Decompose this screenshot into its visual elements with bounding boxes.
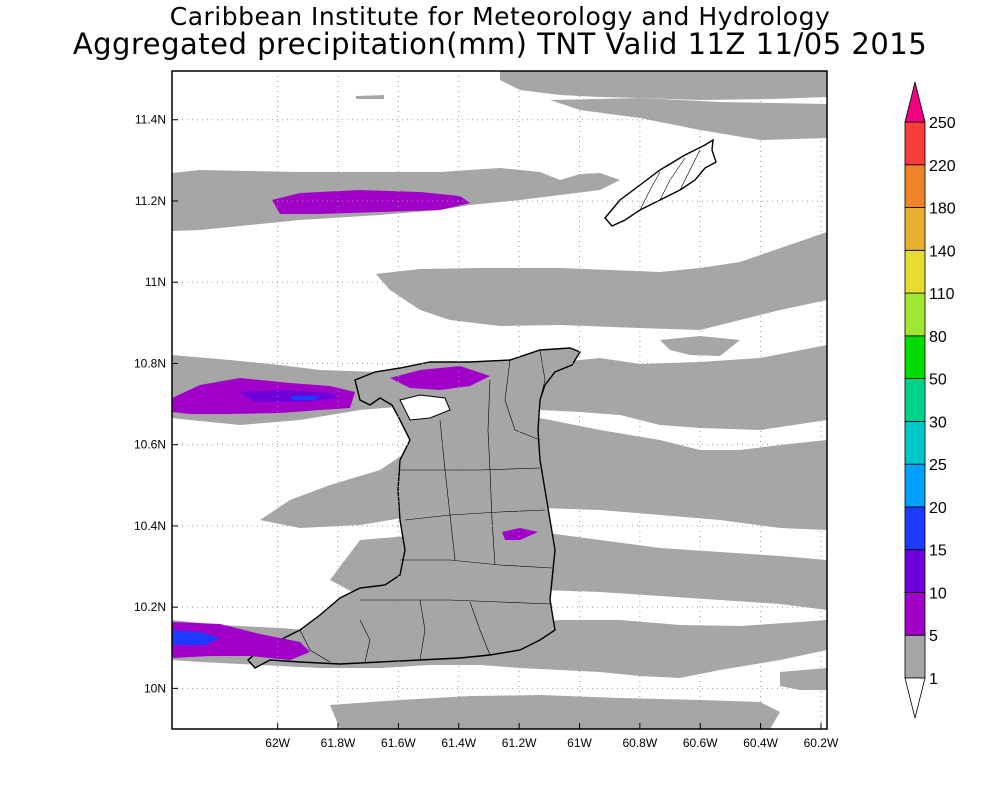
colorbar-label: 220 (929, 158, 956, 175)
colorbar-box (904, 207, 926, 251)
x-tick-label: 61.2W (502, 736, 537, 750)
colorbar-box (904, 292, 926, 337)
precip-band-top-east (500, 71, 827, 100)
precip-band-top-right (550, 98, 827, 140)
y-tick-label: 11.2N (135, 194, 166, 208)
colorbar-label: 20 (929, 500, 947, 517)
colorbar-box (904, 335, 926, 380)
colorbar-label: 25 (929, 457, 947, 474)
y-tick-label: 10N (144, 681, 166, 695)
y-tick-label: 10.2N (134, 600, 166, 614)
colorbar-label: 10 (929, 585, 947, 602)
chart-title-line-1: Caribbean Institute for Meteorology and … (169, 2, 831, 31)
colorbar-label: 5 (929, 628, 938, 645)
colorbar-box (904, 592, 926, 636)
colorbar-label: 15 (929, 543, 947, 560)
colorbar-box (904, 121, 926, 166)
precip-band-far-south-east (780, 668, 827, 690)
colorbar-label: 30 (929, 414, 947, 431)
colorbar-label: 110 (929, 286, 955, 303)
x-tick-label: 61.6W (381, 736, 416, 750)
colorbar-box (904, 506, 926, 551)
colorbar-box (904, 249, 926, 294)
precip-band-bottom (330, 695, 780, 729)
y-axis-ticks: 10N 10.2N 10.4N 10.6N 10.8N 11N 11.2N 11.4N (134, 113, 178, 695)
precip-purple-north-coast (390, 366, 490, 390)
x-tick-label: 60.2W (804, 736, 839, 750)
colorbar-label: 140 (929, 243, 956, 260)
x-tick-label: 61.8W (321, 736, 356, 750)
y-tick-label: 11N (145, 275, 166, 289)
y-tick-label: 10.8N (134, 356, 166, 370)
x-axis-ticks: 62W 61.8W 61.6W 61.4W 61.2W 61W 60.8W 60.6W 60.4… (265, 723, 839, 750)
colorbar-top-arrow (904, 81, 926, 123)
x-tick-label: 60.4W (743, 736, 778, 750)
precip-blue-southwest (172, 630, 220, 645)
colorbar-box (904, 420, 926, 465)
x-tick-label: 60.6W (683, 736, 718, 750)
precip-band-strong (172, 396, 320, 645)
chart-title-line-2: Aggregated precipitation(mm) TNT Valid 1… (72, 27, 928, 61)
x-tick-label: 61W (567, 736, 592, 750)
precipitation-field (172, 71, 827, 729)
map-grid (172, 71, 827, 729)
colorbar-bottom-arrow (904, 677, 926, 719)
y-tick-label: 10.4N (134, 519, 166, 533)
y-tick-label: 10.6N (134, 438, 166, 452)
x-tick-label: 60.8W (623, 736, 658, 750)
gulf-of-paria-patch (399, 394, 451, 421)
precip-purple-north (272, 190, 470, 214)
x-tick-label: 62W (265, 736, 290, 750)
colorbar-label: 250 (929, 115, 956, 132)
tobago-island (604, 138, 717, 227)
precip-purple-east (502, 528, 538, 540)
y-tick-label: 11.4N (135, 113, 166, 127)
colorbar-box (904, 378, 926, 422)
colorbar-box (904, 463, 926, 508)
colorbar-label: 1 (929, 671, 938, 688)
tobago-parishes (639, 149, 701, 211)
precip-band-mid-north (376, 232, 827, 330)
colorbar-label: 80 (929, 329, 947, 346)
precip-band-tiny-north (356, 95, 384, 99)
precip-purple-southwest (172, 622, 310, 660)
colorbar-label: 180 (929, 201, 956, 218)
precip-band-moderate (172, 190, 538, 660)
colorbar-box (904, 164, 926, 208)
x-tick-label: 61.4W (441, 736, 476, 750)
precip-blue-west (290, 396, 320, 400)
colorbar-label: 50 (929, 372, 947, 389)
colorbar-box (904, 549, 926, 593)
map-frame (171, 70, 828, 730)
colorbar-box (904, 634, 926, 679)
